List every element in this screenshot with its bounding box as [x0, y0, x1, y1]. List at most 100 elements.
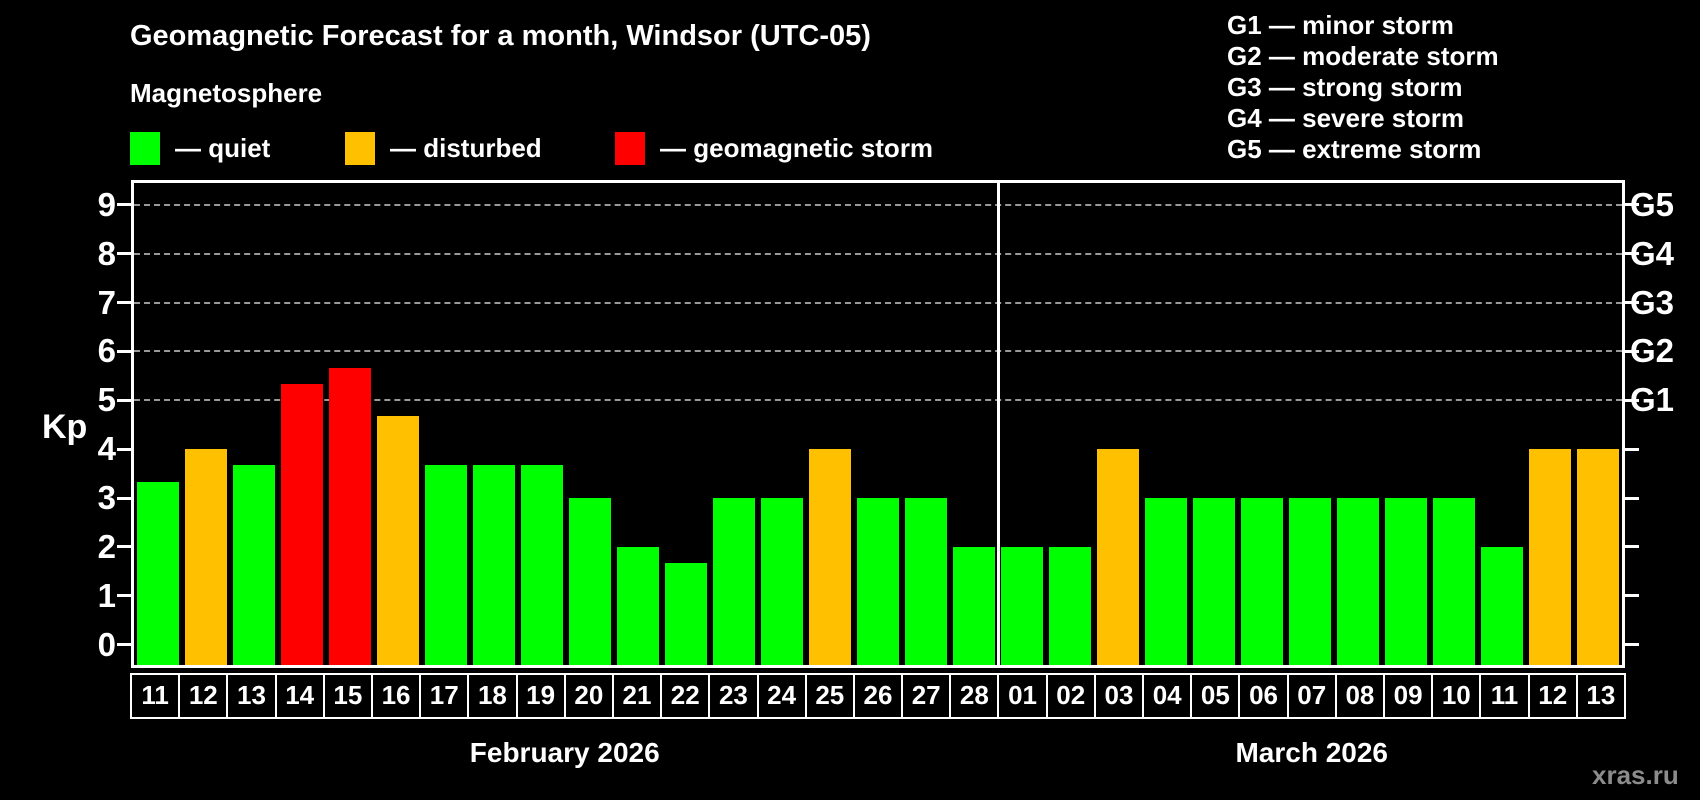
day-label-mar-12: 12: [1527, 673, 1578, 719]
kp-bar-day-24: [761, 498, 803, 665]
kp-bar-day-11: [137, 481, 179, 665]
y-axis-label-7: 7: [97, 283, 116, 321]
y-axis-label-0: 0: [97, 625, 116, 663]
day-label-feb-20: 20: [563, 673, 614, 719]
day-label-mar-04: 04: [1142, 673, 1193, 719]
y-axis-title: Kp: [42, 408, 88, 446]
y-axis-label-8: 8: [97, 234, 116, 272]
y-axis-label-5: 5: [97, 381, 116, 419]
day-label-feb-24: 24: [756, 673, 807, 719]
kp-bar-day-27: [905, 498, 947, 665]
y-axis-tick-4: [117, 447, 131, 451]
kp-bar-day-17: [425, 465, 467, 665]
kp-bar-day-21: [617, 546, 659, 665]
kp-bar-day-09: [1385, 498, 1427, 665]
disturbed-label: — disturbed: [390, 132, 542, 163]
day-label-feb-16: 16: [370, 673, 422, 719]
day-label-mar-05: 05: [1190, 673, 1241, 719]
day-label-feb-18: 18: [467, 673, 518, 719]
right-axis-tick-6: [1625, 349, 1639, 353]
y-axis-tick-7: [117, 301, 131, 305]
quiet-color-swatch: [130, 131, 160, 165]
day-label-mar-08: 08: [1334, 673, 1386, 719]
kp-bar-day-12: [1529, 449, 1571, 665]
day-label-mar-01: 01: [997, 673, 1048, 719]
magnetosphere-label: Magnetosphere: [130, 78, 323, 108]
day-label-mar-06: 06: [1238, 673, 1289, 719]
day-label-feb-14: 14: [274, 673, 325, 719]
kp-bar-day-13: [1577, 449, 1619, 665]
month-label-february: February 2026: [469, 737, 660, 768]
day-label-feb-11: 11: [130, 673, 181, 719]
kp-bar-day-14: [281, 384, 323, 665]
day-label-feb-17: 17: [419, 673, 470, 719]
day-label-feb-22: 22: [660, 673, 711, 719]
kp-bar-day-10: [1433, 498, 1475, 665]
y-axis-tick-5: [117, 398, 131, 402]
right-axis-label-g4: G4: [1630, 234, 1675, 272]
day-label-feb-25: 25: [804, 673, 855, 719]
y-axis-label-4: 4: [97, 430, 116, 468]
kp-bar-day-03: [1097, 449, 1139, 665]
legend-item-storm: — geomagnetic storm: [615, 130, 933, 166]
kp-bar-day-13: [233, 465, 275, 665]
day-label-feb-15: 15: [322, 673, 373, 719]
kp-bar-day-22: [665, 562, 707, 665]
day-label-mar-09: 09: [1383, 673, 1434, 719]
y-axis-tick-6: [117, 349, 131, 353]
kp-bar-day-11: [1481, 546, 1523, 665]
legend-item-disturbed: — disturbed: [345, 130, 542, 166]
y-axis-tick-0: [117, 643, 131, 646]
kp-bar-day-01: [1001, 546, 1043, 665]
gridline-kp5: [134, 399, 1622, 402]
right-axis-label-g3: G3: [1630, 283, 1675, 321]
legend-item-quiet: — quiet: [130, 130, 270, 166]
chart-title: Geomagnetic Forecast for a month, Windso…: [130, 20, 871, 52]
right-axis-tick-8: [1625, 252, 1639, 256]
right-axis-tick-2: [1625, 545, 1639, 549]
kp-bar-day-06: [1241, 498, 1283, 665]
g-scale-legend: G1 — minor storm G2 — moderate storm G3 …: [1227, 10, 1499, 165]
right-axis-tick-5: [1625, 398, 1639, 402]
y-axis-tick-9: [117, 203, 131, 207]
kp-bar-day-08: [1337, 498, 1379, 665]
y-axis-tick-3: [117, 496, 131, 500]
right-axis-tick-4: [1625, 447, 1639, 451]
storm-label: — geomagnetic storm: [660, 132, 934, 163]
day-label-feb-21: 21: [611, 673, 663, 719]
kp-bar-day-04: [1145, 498, 1187, 665]
y-axis-label-1: 1: [97, 576, 116, 614]
kp-bar-day-12: [185, 449, 227, 665]
day-label-feb-13: 13: [226, 673, 277, 719]
kp-bar-day-26: [857, 498, 899, 665]
kp-bar-day-20: [569, 498, 611, 665]
kp-bar-day-15: [329, 367, 371, 665]
day-label-feb-19: 19: [515, 673, 566, 719]
watermark: xras.ru: [1592, 760, 1679, 790]
y-axis-tick-8: [117, 252, 131, 256]
plot-area: 0 1 2 3 4 5 6 7 8 9 G1 G2 G3 G4 G5: [98, 180, 1674, 668]
day-label-feb-26: 26: [852, 673, 904, 719]
right-axis-tick-0: [1625, 643, 1639, 646]
kp-bar-day-05: [1193, 498, 1235, 665]
right-axis-tick-9: [1625, 203, 1639, 207]
y-axis-label-6: 6: [97, 332, 116, 370]
y-axis-label-3: 3: [97, 479, 116, 516]
y-axis-label-9: 9: [97, 185, 116, 223]
right-axis-tick-1: [1625, 594, 1639, 598]
right-axis-tick-3: [1625, 496, 1639, 500]
day-axis-row: 11 12 13 14 15 16 17 18 19 20 21 22 23 24 25 26 27 28 01 02…: [130, 673, 1626, 719]
day-label-mar-13: 13: [1575, 673, 1626, 719]
day-label-mar-03: 03: [1093, 673, 1145, 719]
right-axis-label-g1: G1: [1630, 381, 1675, 419]
kp-bar-day-02: [1049, 546, 1091, 665]
right-axis-label-g5: G5: [1630, 185, 1675, 223]
kp-bar-day-16: [377, 416, 419, 665]
g5-legend-line: G5 — extreme storm: [1227, 134, 1482, 164]
kp-bar-day-18: [473, 465, 515, 665]
day-label-mar-02: 02: [1045, 673, 1096, 719]
g4-legend-line: G4 — severe storm: [1227, 103, 1465, 133]
day-label-mar-10: 10: [1431, 673, 1482, 719]
g1-legend-line: G1 — minor storm: [1227, 10, 1454, 40]
